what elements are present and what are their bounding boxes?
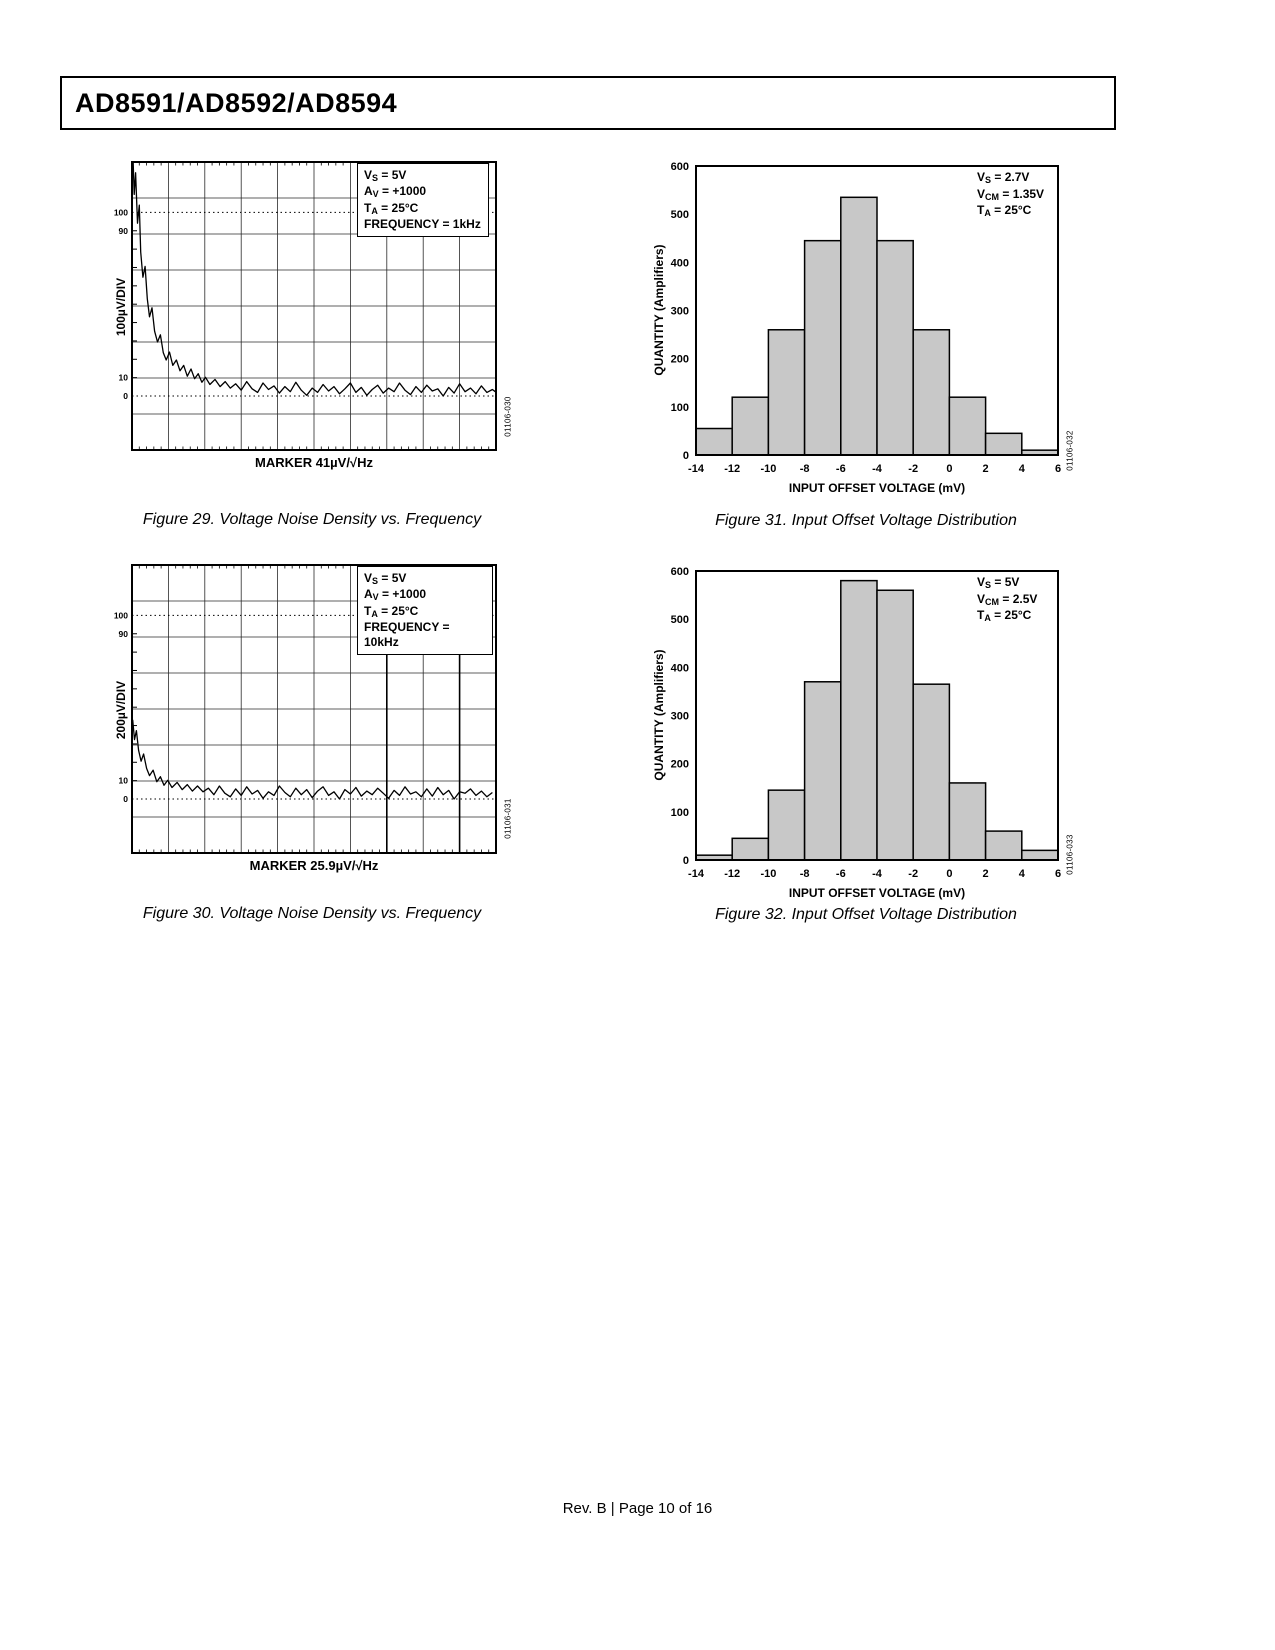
svg-text:INPUT OFFSET VOLTAGE (mV): INPUT OFFSET VOLTAGE (mV) bbox=[789, 886, 965, 900]
page-footer: Rev. B | Page 10 of 16 bbox=[562, 1500, 713, 1517]
svg-text:INPUT OFFSET VOLTAGE (mV): INPUT OFFSET VOLTAGE (mV) bbox=[789, 481, 965, 495]
svg-text:0: 0 bbox=[123, 794, 128, 804]
header-box: AD8591/AD8592/AD8594 bbox=[60, 76, 1116, 130]
svg-text:-12: -12 bbox=[724, 463, 740, 475]
svg-text:90: 90 bbox=[119, 629, 129, 639]
svg-text:6: 6 bbox=[1055, 463, 1061, 475]
svg-text:100: 100 bbox=[114, 207, 128, 217]
svg-text:90: 90 bbox=[119, 226, 129, 236]
fig31-caption: Figure 31. Input Offset Voltage Distribu… bbox=[715, 512, 1017, 529]
svg-text:400: 400 bbox=[671, 662, 689, 674]
fig29-caption: Figure 29. Voltage Noise Density vs. Fre… bbox=[142, 511, 482, 528]
svg-text:2: 2 bbox=[983, 463, 989, 475]
svg-text:2: 2 bbox=[983, 868, 989, 880]
fig32-caption: Figure 32. Input Offset Voltage Distribu… bbox=[715, 906, 1017, 923]
svg-text:10: 10 bbox=[119, 373, 129, 383]
fig31-histogram-plot: 0 100 200 300 400 500 600 -14 -12 -10 -8 -6 -4 -2 0 2 4 6… bbox=[671, 161, 1061, 495]
fig29-figure-code: 01106-030 bbox=[503, 396, 513, 437]
svg-text:0: 0 bbox=[683, 450, 689, 462]
svg-text:-8: -8 bbox=[800, 463, 810, 475]
svg-text:0: 0 bbox=[946, 463, 952, 475]
svg-text:-10: -10 bbox=[760, 463, 776, 475]
svg-text:-4: -4 bbox=[872, 868, 883, 880]
svg-text:500: 500 bbox=[671, 209, 689, 221]
svg-text:600: 600 bbox=[671, 161, 689, 173]
fig30-marker-label: MARKER 25.9µV/√Hz bbox=[249, 858, 379, 873]
svg-text:10: 10 bbox=[119, 776, 129, 786]
svg-text:4: 4 bbox=[1019, 868, 1026, 880]
svg-text:6: 6 bbox=[1055, 868, 1061, 880]
fig32-histogram-plot: 0 100 200 300 400 500 600 -14 -12 -10 -8 -6 -4 -2 0 2 4 6… bbox=[671, 566, 1061, 900]
page-title: AD8591/AD8592/AD8594 bbox=[75, 87, 398, 118]
svg-text:600: 600 bbox=[671, 566, 689, 578]
svg-text:-10: -10 bbox=[760, 868, 776, 880]
fig30-figure-code: 01106-031 bbox=[503, 798, 513, 839]
svg-text:200: 200 bbox=[671, 354, 689, 366]
fig32-conditions: VS = 5V VCM = 2.5V TA = 25°C bbox=[977, 575, 1038, 624]
fig30-caption: Figure 30. Voltage Noise Density vs. Fre… bbox=[142, 905, 482, 922]
fig31-conditions: VS = 2.7V VCM = 1.35V TA = 25°C bbox=[977, 170, 1045, 219]
svg-text:-14: -14 bbox=[688, 463, 705, 475]
svg-text:0: 0 bbox=[946, 868, 952, 880]
fig29-marker-label: MARKER 41µV/√Hz bbox=[255, 455, 373, 470]
fig29-conditions: VS = 5V AV = +1000 TA = 25°C FREQUENCY = 1k… bbox=[357, 163, 489, 237]
svg-text:100: 100 bbox=[671, 807, 689, 819]
fig31-figure-code: 01106-032 bbox=[1065, 430, 1075, 471]
svg-text:-2: -2 bbox=[908, 868, 918, 880]
svg-text:4: 4 bbox=[1019, 463, 1026, 475]
svg-text:300: 300 bbox=[671, 711, 689, 723]
svg-text:200: 200 bbox=[671, 759, 689, 771]
svg-text:400: 400 bbox=[671, 257, 689, 269]
svg-text:100: 100 bbox=[114, 610, 128, 620]
fig30-conditions: VS = 5V AV = +1000 TA = 25°C FREQUENCY = 10… bbox=[357, 566, 493, 655]
svg-text:-8: -8 bbox=[800, 868, 810, 880]
svg-text:-12: -12 bbox=[724, 868, 740, 880]
svg-text:-2: -2 bbox=[908, 463, 918, 475]
svg-text:-6: -6 bbox=[836, 868, 846, 880]
svg-text:0: 0 bbox=[683, 855, 689, 867]
svg-text:-4: -4 bbox=[872, 463, 883, 475]
svg-text:0: 0 bbox=[123, 391, 128, 401]
svg-text:500: 500 bbox=[671, 614, 689, 626]
svg-text:300: 300 bbox=[671, 306, 689, 318]
fig32-figure-code: 01106-033 bbox=[1065, 834, 1075, 875]
svg-text:-6: -6 bbox=[836, 463, 846, 475]
svg-text:100: 100 bbox=[671, 402, 689, 414]
svg-text:-14: -14 bbox=[688, 868, 705, 880]
